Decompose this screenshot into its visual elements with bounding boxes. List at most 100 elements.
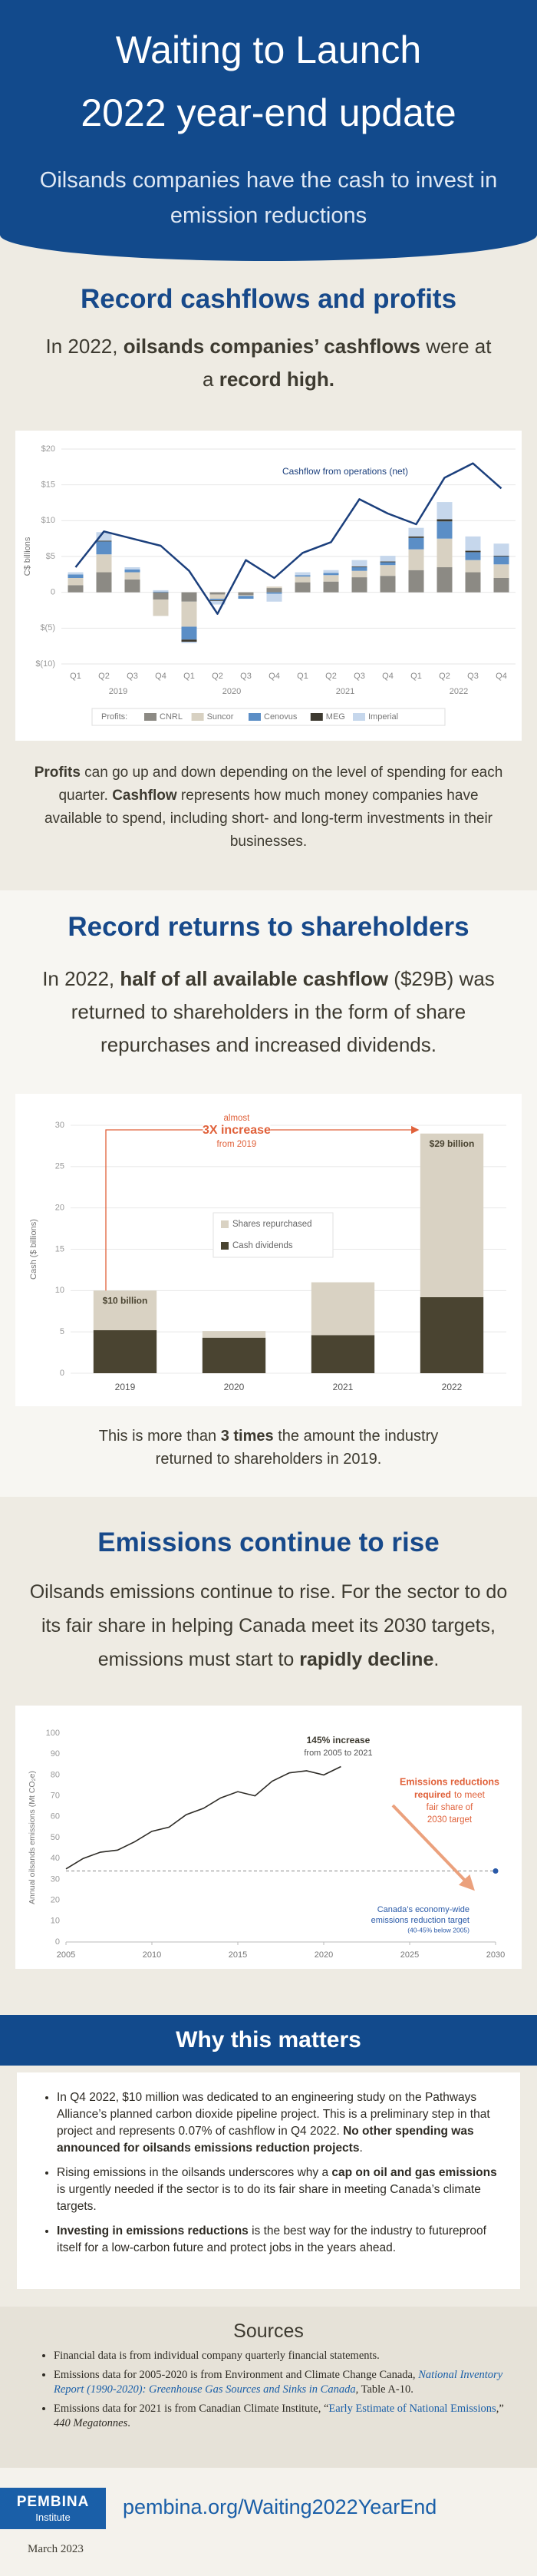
y-tick-label: 10 xyxy=(51,1917,60,1926)
bar-segment xyxy=(209,600,226,605)
bar-segment xyxy=(323,575,339,582)
y-tick-label: 70 xyxy=(51,1792,60,1801)
chart-box: 0 10 20 30 40 50 60 70 80 90 100 2005 2010 2015 2020 20… xyxy=(15,1706,522,1969)
y-tick-label: 5 xyxy=(60,1327,64,1336)
y-axis-label: Cash ($ billions) xyxy=(29,1219,38,1280)
bar-segment xyxy=(351,566,367,567)
bar-segment xyxy=(181,626,197,640)
bar-segment xyxy=(209,594,226,599)
text: Oilsands emissions continue to rise. For… xyxy=(29,1581,508,1670)
list-item: Emissions data for 2005-2020 is from Env… xyxy=(54,2368,506,2397)
logo-text: PEMBINA xyxy=(16,2494,90,2510)
x-tick-label: 2022 xyxy=(442,1382,463,1392)
bar-segment xyxy=(420,1133,484,1297)
bar-segment xyxy=(181,642,197,643)
chart-box: 0 5 10 15 20 25 30 Cash ($ billions) 2019 2020 202… xyxy=(15,1094,522,1406)
x-tick-label: Q1 xyxy=(410,672,422,681)
text: is urgently needed if the sector is to d… xyxy=(57,2183,481,2213)
legend-swatch xyxy=(221,1220,229,1228)
heading-text: Why this matters xyxy=(176,2027,361,2053)
title: Waiting to Launch xyxy=(115,28,422,71)
y-tick-label: 90 xyxy=(51,1749,60,1759)
target-note: (40-45% below 2005) xyxy=(407,1926,469,1934)
x-tick-label: Q3 xyxy=(354,672,365,681)
callout-text: 3X increase xyxy=(203,1124,271,1137)
y-tick-label: 15 xyxy=(55,1244,64,1253)
y-tick-label: 80 xyxy=(51,1770,60,1779)
sources: Sources Financial data is from individua… xyxy=(0,2307,537,2468)
y-axis-label: Annual oilsands emissions (Mt CO₂e) xyxy=(28,1771,37,1904)
bar-segment xyxy=(209,599,226,601)
bar-segment xyxy=(311,1335,375,1373)
legend-swatch xyxy=(353,713,365,721)
bar-segment xyxy=(153,590,169,592)
text: Profits xyxy=(34,765,81,781)
y-tick-label: 25 xyxy=(55,1162,64,1171)
annotation: fair share of xyxy=(427,1803,474,1812)
text: This is more than xyxy=(98,1428,221,1445)
url[interactable]: pembina.org/Waiting2022YearEnd xyxy=(123,2495,437,2518)
text: ($29B) was returned to shareholders in t… xyxy=(71,967,495,1056)
bar-segment xyxy=(420,1296,484,1373)
y-tick-label: 100 xyxy=(46,1729,60,1738)
list-item: Investing in emissions reductions is the… xyxy=(57,2223,497,2257)
header: Waiting to Launch 2022 year-end update O… xyxy=(0,0,537,261)
x-tick-label: 2020 xyxy=(224,1382,245,1392)
x-group-label: 2022 xyxy=(450,687,468,696)
bar-segment xyxy=(493,543,509,556)
footer: PEMBINA Institute pembina.org/Waiting202… xyxy=(0,2468,537,2576)
bar-segment xyxy=(68,574,84,578)
annotation: required to meet xyxy=(414,1789,486,1800)
x-tick-label: 2020 xyxy=(315,1950,333,1960)
bar-segment xyxy=(266,593,282,602)
bar-segment xyxy=(153,592,169,599)
x-tick-label: 2010 xyxy=(143,1950,161,1960)
bar-segment xyxy=(351,570,367,578)
link[interactable]: Early Estimate of National Emissions xyxy=(328,2403,496,2415)
bar-segment xyxy=(437,502,453,520)
bar-segment xyxy=(96,554,112,573)
y-tick-label: 0 xyxy=(51,588,55,597)
text: record high. xyxy=(219,368,334,391)
bar-segment xyxy=(408,536,424,538)
x-tick-label: Q4 xyxy=(382,672,394,681)
text: Emissions data for 2021 is from Canadian… xyxy=(54,2403,329,2415)
x-group-label: 2019 xyxy=(109,687,127,696)
list-item: In Q4 2022, $10 million was dedicated to… xyxy=(57,2089,497,2157)
sources-heading: Sources xyxy=(233,2320,304,2342)
line-label: Cashflow from operations (net) xyxy=(282,466,408,477)
bar-segment xyxy=(295,572,311,576)
y-tick-label: 30 xyxy=(55,1121,64,1130)
bar-segment xyxy=(96,572,112,593)
text: , Table A-10. xyxy=(355,2383,413,2396)
y-tick-label: $(5) xyxy=(40,623,55,632)
legend-swatch xyxy=(310,713,323,721)
bar-segment xyxy=(238,595,254,596)
y-tick-label: $15 xyxy=(41,481,55,490)
x-tick-label: Q2 xyxy=(98,672,110,681)
x-tick-label: Q4 xyxy=(268,672,280,681)
bar-segment xyxy=(323,573,339,576)
text: . xyxy=(127,2417,130,2429)
bar-segment xyxy=(266,586,282,589)
annotation-part: to meet xyxy=(454,1789,486,1800)
why-box: In Q4 2022, $10 million was dedicated to… xyxy=(17,2072,520,2289)
text: In 2022, xyxy=(42,967,120,990)
bar-segment xyxy=(351,560,367,567)
bar-annotation: $10 billion xyxy=(103,1296,148,1306)
legend-label: CNRL xyxy=(160,712,183,722)
lead: In 2022, oilsands companies’ cashflows w… xyxy=(38,330,499,396)
x-tick-label: 2025 xyxy=(400,1950,419,1960)
y-tick-label: $(10) xyxy=(35,659,55,669)
annotation: 145% increase xyxy=(307,1735,371,1745)
legend-box xyxy=(91,708,446,726)
text: In Q4 2022, $10 million was dedicated to… xyxy=(57,2091,490,2138)
annotation: Emissions reductions xyxy=(400,1776,499,1787)
callout-bg xyxy=(203,1123,271,1137)
bar-segment xyxy=(380,561,396,563)
bar-segment xyxy=(380,565,396,576)
bar-segment xyxy=(323,581,339,593)
date: March 2023 xyxy=(28,2543,84,2555)
bar-segment xyxy=(493,564,509,578)
bar-segment xyxy=(323,570,339,573)
